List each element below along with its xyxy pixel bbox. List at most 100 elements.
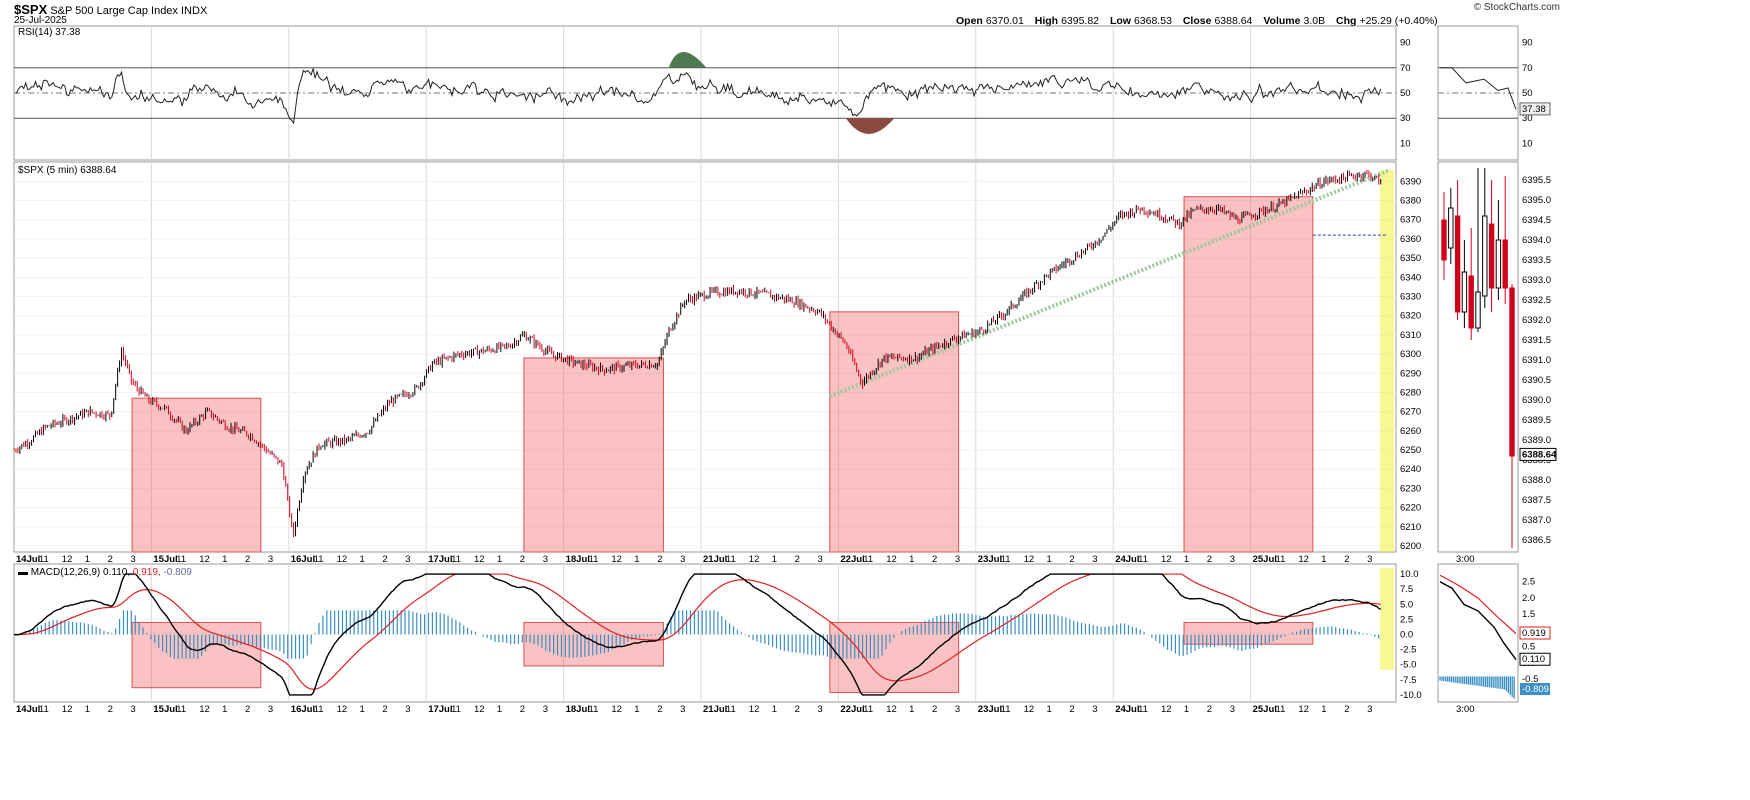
x-tick-label: 2	[1069, 704, 1074, 715]
x-tick-label: 12	[886, 554, 897, 565]
rsi-y-tick: 30	[1400, 113, 1411, 124]
x-day-label: 22Jul	[840, 554, 864, 565]
price-panel-label: $SPX (5 min) 6388.64	[18, 165, 117, 176]
x-tick-label: 3	[818, 704, 823, 715]
x-tick-label: 11	[1138, 704, 1148, 715]
zoom-price-tick: 6391.5	[1522, 335, 1551, 346]
x-tick-label: 3	[1367, 704, 1372, 715]
x-tick-label: 12	[337, 704, 348, 715]
x-tick-label: 1	[1047, 554, 1052, 565]
x-tick-label: 11	[451, 704, 461, 715]
x-tick-label: 12	[199, 554, 210, 565]
x-tick-label: 12	[611, 554, 622, 565]
x-tick-label: 2	[382, 554, 387, 565]
zoom-time-label: 3:00	[1456, 704, 1475, 715]
x-tick-label: 2	[657, 554, 662, 565]
x-tick-label: 11	[176, 554, 186, 565]
zoom-rsi-last-box	[1519, 102, 1551, 116]
x-tick-label: 11	[314, 704, 324, 715]
rsi-panel-label: RSI(14) 37.38	[18, 27, 81, 38]
price-y-tick: 6200	[1400, 541, 1421, 552]
zoom-rsi-tick: 50	[1522, 88, 1533, 99]
x-tick-label: 11	[451, 554, 461, 565]
zoom-rsi-line	[1440, 67, 1517, 110]
x-tick-label: 11	[726, 704, 736, 715]
x-tick-label: 12	[611, 704, 622, 715]
zoom-candle	[1495, 239, 1502, 289]
price-y-tick: 6210	[1400, 522, 1421, 533]
zoom-price-tick: 6394.0	[1522, 235, 1551, 246]
x-tick-label: 11	[314, 554, 324, 565]
x-day-label: 21Jul	[703, 704, 727, 715]
rsi-y-tick: 50	[1400, 88, 1411, 99]
x-tick-label: 1	[497, 704, 502, 715]
x-tick-label: 11	[1138, 554, 1148, 565]
price-y-tick: 6390	[1400, 176, 1421, 187]
zoom-price-tick: 6392.5	[1522, 295, 1551, 306]
x-tick-label: 12	[62, 704, 73, 715]
zoom-hist-value: -0.809	[1522, 684, 1549, 695]
zoom-candle	[1461, 271, 1468, 313]
x-day-label: 24Jul	[1115, 554, 1139, 565]
zoom-time-label: 3:00	[1456, 554, 1475, 565]
x-tick-label: 1	[1184, 704, 1189, 715]
zoom-rsi-tick: 10	[1522, 138, 1533, 149]
x-tick-label: 3	[131, 704, 136, 715]
macd-y-tick: -7.5	[1400, 675, 1416, 686]
x-day-label: 16Jul	[291, 554, 315, 565]
x-tick-label: 2	[382, 704, 387, 715]
x-tick-label: 2	[108, 554, 113, 565]
zoom-candle	[1448, 207, 1454, 249]
zoom-candle	[1502, 239, 1508, 289]
rsi-line	[15, 68, 1382, 125]
zoom-rsi-tick: 90	[1522, 38, 1533, 49]
zoom-price-tick: 6389.5	[1522, 415, 1551, 426]
today-highlight-macd	[1380, 568, 1394, 670]
x-tick-label: 2	[520, 704, 525, 715]
x-tick-label: 3	[405, 554, 410, 565]
price-y-tick: 6360	[1400, 234, 1421, 245]
zoom-price-tick: 6393.0	[1522, 275, 1551, 286]
x-tick-label: 3	[680, 704, 685, 715]
x-tick-label: 11	[863, 704, 873, 715]
rsi-oversold-fill	[845, 118, 895, 134]
x-tick-label: 1	[634, 704, 639, 715]
x-tick-label: 2	[932, 554, 937, 565]
macd-shaded-box	[131, 621, 262, 689]
price-y-tick: 6220	[1400, 503, 1421, 514]
zoom-hist-box	[1520, 683, 1550, 696]
x-tick-label: 3	[1092, 704, 1097, 715]
zoom-price-tick: 6390.0	[1522, 395, 1551, 406]
x-tick-label: 11	[589, 554, 599, 565]
x-tick-label: 3	[405, 704, 410, 715]
copyright: © StockCharts.com	[1473, 2, 1560, 13]
zoom-price-tick: 6395.0	[1522, 195, 1551, 206]
x-tick-label: 2	[108, 704, 113, 715]
zoom-price-tick: 6390.5	[1522, 375, 1551, 386]
x-tick-label: 12	[1161, 704, 1172, 715]
x-tick-label: 1	[1047, 704, 1052, 715]
zoom-candle	[1488, 223, 1495, 289]
zoom-price-tick: 6392.0	[1522, 315, 1551, 326]
macd-line	[13, 573, 1381, 696]
zoom-macd-tick: -0.5	[1522, 674, 1538, 685]
x-day-label: 17Jul	[428, 554, 452, 565]
x-tick-label: 3	[680, 554, 685, 565]
x-tick-label: 1	[222, 704, 227, 715]
price-y-tick: 6230	[1400, 483, 1421, 494]
macd-y-tick: -2.5	[1400, 645, 1416, 656]
zoom-macd-value: 0.110	[1522, 654, 1545, 665]
macd-y-tick: 0.0	[1400, 630, 1413, 641]
macd-shaded-box	[829, 621, 960, 694]
x-day-label: 23Jul	[978, 704, 1002, 715]
x-tick-label: 1	[634, 554, 639, 565]
x-tick-label: 1	[909, 704, 914, 715]
zoom-candle	[1454, 215, 1461, 313]
x-day-label: 17Jul	[428, 704, 452, 715]
x-tick-label: 11	[1001, 554, 1011, 565]
price-y-tick: 6310	[1400, 330, 1421, 341]
price-y-tick: 6380	[1400, 196, 1421, 207]
macd-y-tick: -5.0	[1400, 660, 1416, 671]
zoom-price-tick: 6387.0	[1522, 515, 1551, 526]
zoom-price-tick: 6387.5	[1522, 495, 1551, 506]
